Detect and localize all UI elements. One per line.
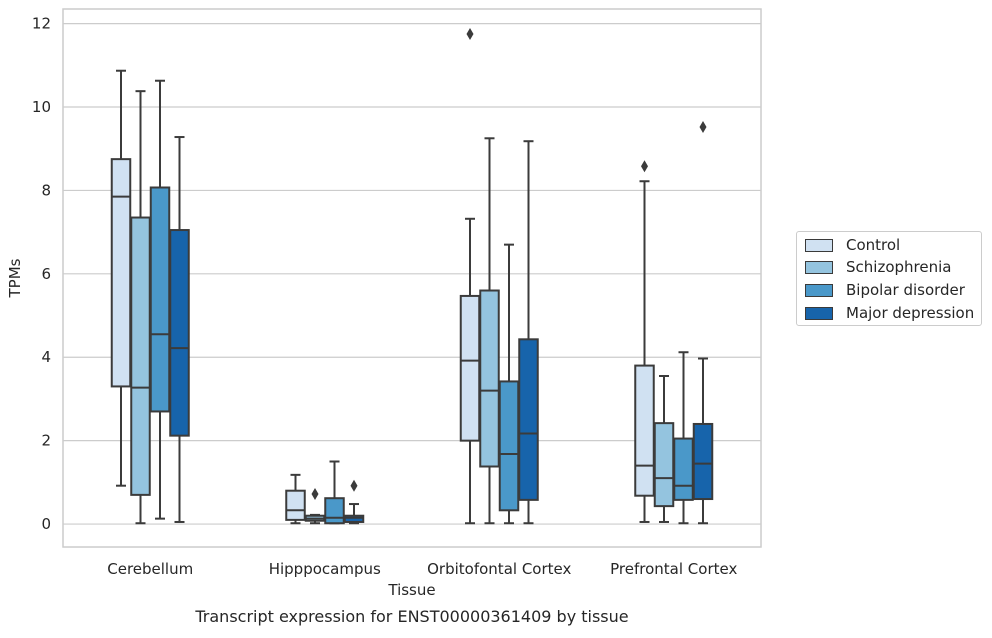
legend-label-schizophrenia: Schizophrenia	[846, 258, 952, 276]
box-iqr	[518, 338, 539, 501]
legend-label-major-depression: Major depression	[846, 304, 975, 322]
box-control-cerebellum	[110, 69, 132, 487]
legend-swatch-schizophrenia	[805, 260, 833, 274]
box-iqr	[498, 380, 520, 512]
outlier-point	[699, 121, 707, 134]
tick-layer: 0 2 4 6 8 10 12 Cerebellum Hipppocampus Orbitofon…	[32, 15, 738, 578]
box-iqr	[285, 489, 306, 521]
box-iqr	[479, 289, 500, 468]
outlier-point	[311, 488, 319, 501]
plot-frame	[62, 8, 762, 548]
box-iqr	[634, 364, 655, 497]
legend: Control Schizophrenia Bipolar disorder M…	[796, 231, 982, 326]
x-tick-label-cerebellum: Cerebellum	[107, 560, 193, 578]
chart-caption: Transcript expression for ENST0000036140…	[194, 607, 628, 626]
legend-item-major-depression: Major depression	[805, 304, 974, 322]
y-tick-label: 10	[32, 98, 51, 116]
box-iqr	[110, 158, 132, 388]
x-tick-label-orbitofontal-cortex: Orbitofontal Cortex	[427, 560, 571, 578]
box-schizophrenia-hipppocampus	[304, 488, 326, 525]
box-bipolar-disorder-orbitofontal-cortex	[498, 243, 520, 525]
box-schizophrenia-cerebellum	[130, 90, 151, 525]
y-tick-label: 6	[41, 265, 51, 283]
legend-item-schizophrenia: Schizophrenia	[805, 258, 951, 276]
box-major-depression-orbitofontal-cortex	[518, 140, 539, 525]
outlier-point	[350, 479, 358, 492]
box-iqr	[149, 186, 171, 413]
box-major-depression-cerebellum	[169, 136, 190, 523]
box-schizophrenia-prefrontal-cortex	[653, 375, 675, 523]
legend-item-bipolar-disorder: Bipolar disorder	[805, 281, 965, 299]
box-iqr	[459, 294, 481, 442]
box-bipolar-disorder-hipppocampus	[324, 460, 345, 525]
box-iqr	[653, 422, 675, 508]
legend-swatch-major-depression	[805, 306, 833, 320]
box-iqr	[692, 422, 714, 501]
y-tick-label: 2	[41, 432, 51, 450]
outlier-point	[641, 160, 648, 173]
x-axis-label: Tissue	[387, 581, 435, 599]
box-bipolar-disorder-prefrontal-cortex	[673, 351, 694, 525]
box-layer	[110, 28, 714, 525]
x-tick-label-prefrontal-cortex: Prefrontal Cortex	[610, 560, 737, 578]
box-bipolar-disorder-cerebellum	[149, 79, 171, 520]
y-tick-label: 4	[41, 348, 51, 366]
box-control-hipppocampus	[285, 473, 306, 525]
box-schizophrenia-orbitofontal-cortex	[479, 137, 500, 525]
box-major-depression-hipppocampus	[343, 479, 365, 525]
box-iqr	[130, 216, 151, 496]
legend-item-control: Control	[805, 236, 900, 254]
box-iqr	[324, 497, 345, 525]
x-tick-label-hipppocampus: Hipppocampus	[269, 560, 381, 578]
legend-label-bipolar-disorder: Bipolar disorder	[846, 281, 965, 299]
box-iqr	[673, 437, 694, 501]
outlier-point	[466, 28, 474, 41]
legend-swatch-bipolar-disorder	[805, 283, 833, 297]
y-tick-label: 0	[41, 515, 51, 533]
y-tick-label: 12	[32, 15, 51, 33]
box-iqr	[343, 514, 365, 523]
y-tick-label: 8	[41, 181, 51, 199]
box-major-depression-prefrontal-cortex	[692, 121, 714, 525]
legend-swatch-control	[805, 238, 833, 252]
y-axis-label: TPMs	[6, 258, 24, 298]
box-control-prefrontal-cortex	[634, 160, 655, 523]
box-control-orbitofontal-cortex	[459, 28, 481, 525]
legend-label-control: Control	[846, 236, 901, 254]
box-iqr	[169, 229, 190, 437]
